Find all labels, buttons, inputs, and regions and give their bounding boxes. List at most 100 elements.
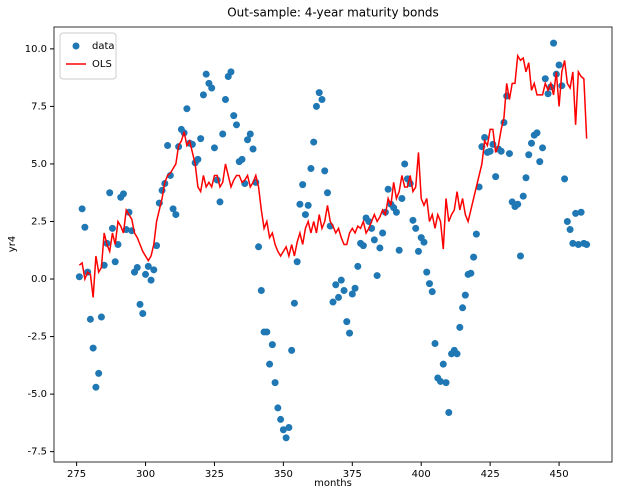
data-point <box>456 323 464 331</box>
data-point <box>351 284 359 292</box>
data-point <box>486 147 494 155</box>
data-point <box>150 266 158 274</box>
data-point <box>153 242 161 250</box>
legend: data OLS <box>59 32 117 80</box>
data-point <box>536 158 544 166</box>
x-tick-label: 350 <box>274 469 293 480</box>
data-point <box>271 379 279 387</box>
data-point <box>398 194 406 202</box>
data-point <box>106 189 114 197</box>
y-axis-label: yr4 <box>7 236 18 252</box>
data-point <box>210 144 218 152</box>
data-point <box>472 230 480 238</box>
data-point <box>354 262 362 270</box>
data-point <box>563 217 571 225</box>
data-point <box>346 329 354 337</box>
data-point <box>425 280 433 288</box>
data-point <box>296 200 304 208</box>
data-point <box>323 189 331 197</box>
data-point <box>114 241 122 248</box>
data-point <box>577 208 585 216</box>
data-point <box>285 423 293 431</box>
data-point <box>541 75 549 83</box>
data-point <box>569 239 577 247</box>
data-point <box>533 129 541 137</box>
data-point <box>208 84 216 92</box>
x-axis-label: months <box>314 478 352 489</box>
data-point <box>555 61 563 69</box>
data-point <box>144 262 152 270</box>
data-point <box>359 242 367 250</box>
data-point <box>255 243 263 251</box>
data-point <box>89 344 97 352</box>
x-tick-label: 425 <box>481 469 500 480</box>
data-point <box>395 246 403 254</box>
y-tick-label: 5.0 <box>31 159 47 170</box>
data-point <box>219 130 227 138</box>
data-point <box>277 415 285 423</box>
data-point <box>299 181 307 189</box>
data-point <box>370 236 378 244</box>
data-point <box>288 346 296 354</box>
data-point <box>95 369 103 377</box>
data-point <box>318 96 326 103</box>
data-point <box>202 70 210 78</box>
data-point <box>401 160 409 168</box>
data-point <box>497 147 505 155</box>
data-point <box>293 258 301 266</box>
data-point <box>470 253 478 261</box>
data-point <box>442 379 450 387</box>
data-point <box>92 383 100 391</box>
data-point <box>108 224 116 232</box>
y-tick-label: 10.0 <box>25 44 47 55</box>
data-point <box>301 211 309 219</box>
y-tick-label: -2.5 <box>27 332 47 343</box>
data-point <box>241 180 249 188</box>
y-tick-label: 0.0 <box>31 274 47 285</box>
data-point <box>111 258 119 266</box>
line <box>78 53 588 298</box>
data-point <box>376 244 384 252</box>
data-point <box>412 224 420 232</box>
data-point <box>221 96 229 103</box>
data-point <box>194 155 202 163</box>
data-point <box>527 139 535 147</box>
data-point <box>133 264 141 272</box>
data-point <box>227 68 235 76</box>
data-point <box>282 434 290 442</box>
data-point <box>266 360 274 368</box>
data-point <box>139 310 147 318</box>
data-point <box>453 350 461 358</box>
data-point <box>97 313 105 321</box>
data-point <box>81 223 89 231</box>
x-tick-label: 375 <box>343 469 362 480</box>
data-point <box>572 209 580 217</box>
data-point <box>574 241 582 248</box>
data-point <box>561 175 569 183</box>
data-point <box>379 229 387 237</box>
data-point <box>409 216 417 224</box>
data-point <box>558 82 566 90</box>
legend-box <box>59 32 117 80</box>
data-point <box>199 91 207 99</box>
data-point <box>147 276 155 284</box>
x-tick-label: 275 <box>67 469 86 480</box>
data-point <box>332 281 340 289</box>
data-point <box>78 205 86 213</box>
y-tick-label: 7.5 <box>31 101 47 112</box>
data-point <box>392 208 400 216</box>
data-point <box>321 167 329 175</box>
data-point <box>119 190 127 198</box>
data-point <box>230 112 238 120</box>
data-point <box>343 318 351 326</box>
data-point <box>136 300 144 308</box>
data-point <box>384 185 392 193</box>
data-point <box>373 272 381 280</box>
y-tick-label: 2.5 <box>31 216 47 227</box>
data-point <box>348 290 356 298</box>
data-point <box>86 315 94 323</box>
data-point <box>525 151 533 159</box>
data-point <box>244 136 252 144</box>
data-point <box>461 291 469 299</box>
